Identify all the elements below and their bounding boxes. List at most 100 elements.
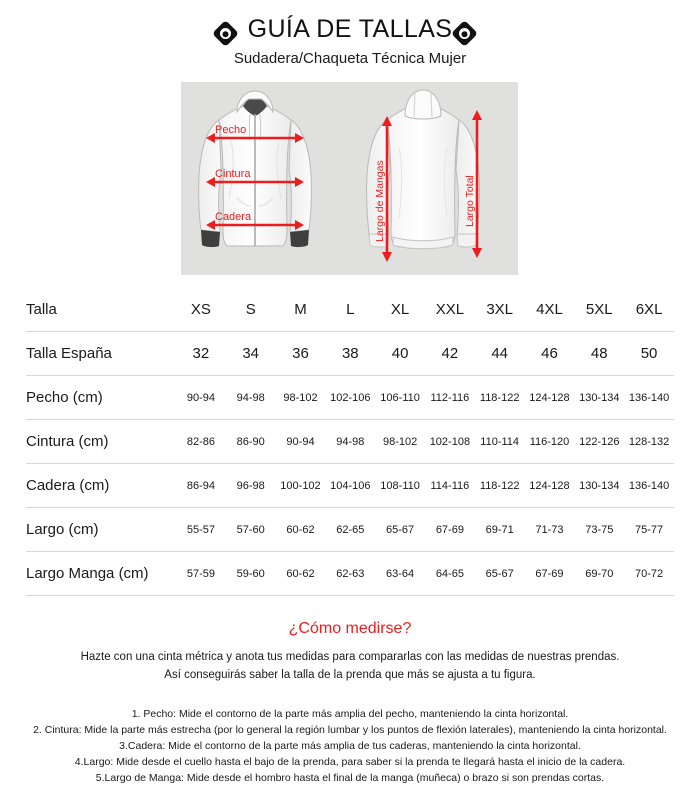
table-cell: 42: [441, 345, 459, 362]
table-cell: 65-67: [485, 567, 514, 580]
table-cell: 65-67: [386, 523, 415, 536]
row-label: Cintura (cm): [26, 433, 109, 450]
table-cell: 112-116: [430, 391, 470, 404]
table-cell: 110-114: [480, 435, 520, 448]
table-row: Largo (cm) 55-57 57-60 60-62 62-65 65-67…: [26, 508, 674, 552]
table-cell: 98-102: [283, 391, 318, 404]
table-cell: 82-86: [186, 435, 215, 448]
table-cell: 32: [192, 345, 210, 362]
table-cell: 114-116: [430, 479, 470, 492]
column-header: S: [245, 301, 256, 318]
diamond-dot: [460, 29, 469, 38]
row-cells: 90-94 94-98 98-102 102-106 106-110 112-1…: [176, 392, 674, 404]
table-header-row: Talla XS S M L XL XXL 3XL 4XL 5XL 6XL: [26, 288, 674, 332]
table-cell: 36: [292, 345, 309, 362]
table-cell: 57-60: [236, 523, 265, 536]
table-cell: 86-90: [236, 435, 265, 448]
row-cells: 55-57 57-60 60-62 62-65 65-67 67-69 69-7…: [176, 524, 674, 536]
table-cell: 106-110: [380, 391, 420, 404]
table-cell: 128-132: [628, 435, 670, 448]
label-cadera: Cadera: [215, 211, 252, 223]
table-cell: 46: [541, 345, 558, 362]
table-cell: 86-94: [186, 479, 215, 492]
table-cell: 69-70: [585, 567, 614, 580]
diamond-ring: [456, 25, 473, 42]
table-cell: 90-94: [286, 435, 315, 448]
table-cell: 118-122: [479, 479, 520, 492]
column-header: 5XL: [585, 301, 613, 318]
measure-step: 3.Cadera: Mide el contorno de la parte m…: [119, 740, 581, 752]
table-cell: 124-128: [529, 391, 570, 404]
label-largo-total: Largo Total: [464, 175, 476, 227]
measure-step: 1. Pecho: Mide el contorno de la parte m…: [131, 708, 569, 720]
table-cell: 100-102: [280, 479, 321, 492]
table-cell: 118-122: [479, 391, 520, 404]
table-row: Cintura (cm) 82-86 86-90 90-94 94-98 98-…: [26, 420, 674, 464]
table-header-cells: XS S M L XL XXL 3XL 4XL 5XL 6XL: [176, 301, 674, 318]
table-cell: 60-62: [286, 567, 315, 580]
column-header: L: [346, 301, 355, 318]
table-cell: 57-59: [186, 567, 215, 580]
table-cell: 116-120: [529, 435, 570, 448]
table-cell: 40: [391, 345, 409, 362]
table-cell: 94-98: [236, 391, 265, 404]
column-header: 3XL: [486, 301, 514, 318]
how-to-measure-title: ¿Cómo medirse?: [288, 620, 412, 637]
table-cell: 34: [242, 345, 260, 362]
table-cell: 69-71: [485, 523, 514, 536]
column-header: M: [294, 301, 307, 318]
label-largo-de-mangas: Largo de Mangas: [374, 160, 386, 242]
column-header: XS: [190, 301, 211, 318]
table-cell: 136-140: [628, 479, 670, 492]
table-cell: 67-69: [535, 567, 564, 580]
measure-step: 2. Cintura: Mide la parte más estrecha (…: [33, 724, 667, 736]
front-jacket-graphic: [198, 90, 312, 248]
intro-line-1: Hazte con una cinta métrica y anota tus …: [80, 651, 620, 663]
table-row: Largo Manga (cm) 57-59 59-60 60-62 62-63…: [26, 552, 674, 596]
back-jacket-graphic: [366, 89, 480, 250]
table-cell: 62-63: [336, 567, 365, 580]
row-label: Pecho (cm): [26, 389, 103, 406]
table-cell: 63-64: [386, 567, 415, 580]
table-cell: 59-60: [236, 567, 265, 580]
table-cell: 90-94: [186, 391, 215, 404]
diamond-ring: [217, 25, 234, 42]
column-header: 6XL: [635, 301, 663, 318]
page-title: GUÍA DE TALLAS: [247, 15, 453, 43]
row-label: Largo Manga (cm): [26, 565, 149, 582]
table-cell: 67-69: [435, 523, 464, 536]
column-header: XXL: [435, 301, 465, 318]
table-cell: 55-57: [186, 523, 215, 536]
table-cell: 62-65: [336, 523, 365, 536]
label-cintura: Cintura: [215, 168, 251, 180]
table-cell: 64-65: [435, 567, 464, 580]
table-cell: 70-72: [635, 567, 664, 580]
row-label: Talla España: [26, 345, 112, 362]
garment-illustration: Pecho Cintura Cadera: [181, 82, 518, 275]
table-header-label: Talla: [26, 301, 57, 318]
measure-step: 4.Largo: Mide desde el cuello hasta el b…: [74, 756, 626, 768]
table-cell: 136-140: [628, 391, 670, 404]
row-label: Cadera (cm): [26, 477, 110, 494]
table-cell: 94-98: [336, 435, 365, 448]
table-cell: 130-134: [579, 479, 620, 492]
size-table: Talla XS S M L XL XXL 3XL 4XL 5XL 6XL Ta…: [26, 288, 674, 596]
table-cell: 48: [590, 345, 608, 362]
table-cell: 71-73: [535, 523, 564, 536]
measure-steps-list: 1. Pecho: Mide el contorno de la parte m…: [0, 706, 700, 786]
table-cell: 50: [640, 345, 658, 362]
table-cell: 102-108: [429, 435, 471, 448]
table-cell: 96-98: [236, 479, 265, 492]
back-measure-arrows: [382, 110, 482, 262]
diamond-dot: [221, 29, 230, 38]
table-cell: 102-106: [330, 391, 371, 404]
column-header: 4XL: [536, 301, 563, 318]
measure-step: 5.Largo de Manga: Mide desde el hombro h…: [95, 772, 605, 784]
column-header: XL: [390, 301, 410, 318]
table-cell: 124-128: [529, 479, 570, 492]
table-cell: 130-134: [579, 391, 620, 404]
page-header: GUÍA DE TALLAS Sudadera/Chaqueta Técnica…: [0, 0, 700, 67]
row-cells: 57-59 59-60 60-62 62-63 63-64 64-65 65-6…: [176, 568, 674, 580]
table-cell: 122-126: [579, 435, 620, 448]
